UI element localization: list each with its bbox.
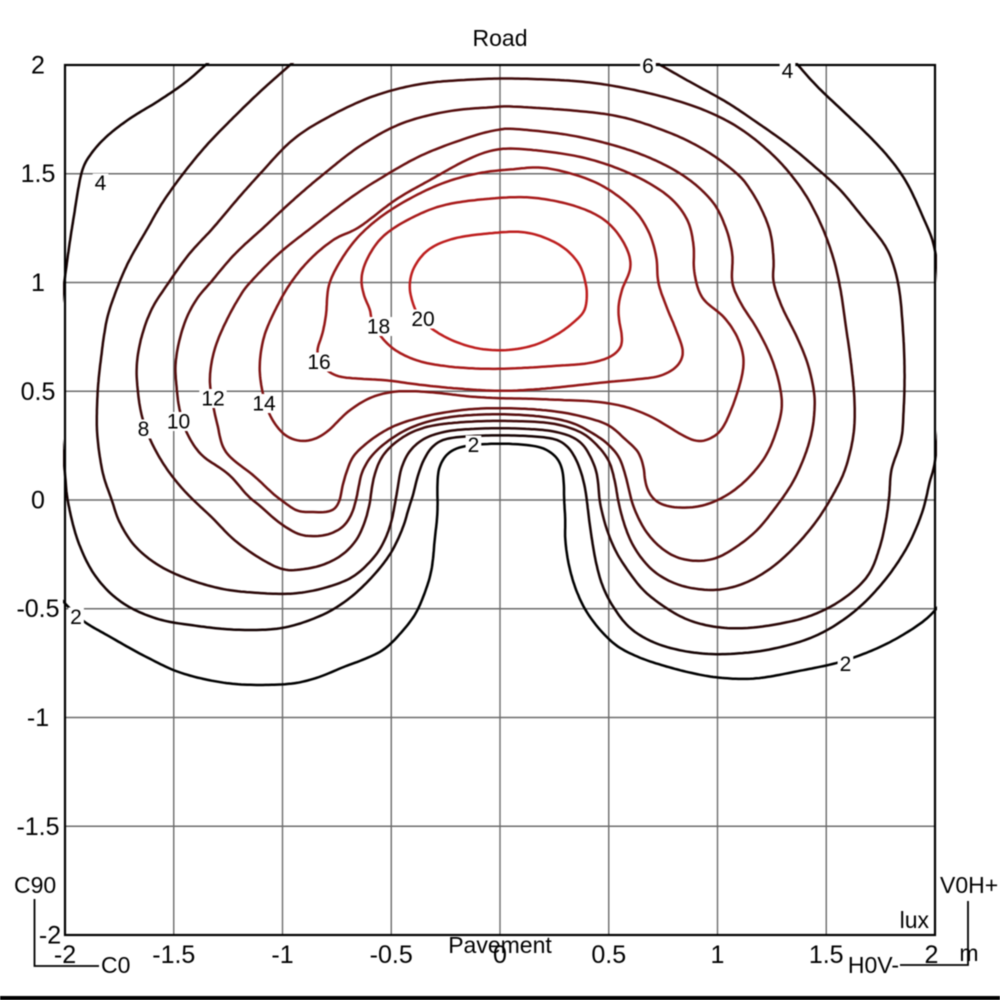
- svg-text:2: 2: [70, 606, 82, 629]
- svg-text:6: 6: [642, 55, 654, 78]
- svg-text:2: 2: [468, 434, 480, 457]
- svg-text:1: 1: [711, 941, 725, 969]
- svg-text:12: 12: [201, 388, 224, 411]
- svg-text:-0.5: -0.5: [16, 595, 59, 623]
- svg-text:-2: -2: [54, 941, 76, 969]
- svg-text:14: 14: [252, 393, 276, 416]
- svg-text:-1.5: -1.5: [152, 941, 195, 969]
- svg-text:V0H+: V0H+: [940, 872, 998, 898]
- svg-text:-1: -1: [27, 704, 49, 732]
- svg-text:C90: C90: [14, 872, 56, 898]
- svg-text:-2: -2: [39, 922, 61, 950]
- svg-text:lux: lux: [900, 907, 930, 933]
- svg-text:2: 2: [31, 52, 45, 80]
- svg-text:0: 0: [493, 941, 507, 969]
- svg-text:1.5: 1.5: [809, 941, 844, 969]
- svg-text:8: 8: [138, 418, 150, 441]
- svg-text:C0: C0: [101, 952, 130, 978]
- svg-text:16: 16: [307, 351, 330, 374]
- svg-text:0.5: 0.5: [21, 378, 56, 406]
- svg-text:Road: Road: [473, 25, 528, 51]
- svg-text:10: 10: [167, 411, 190, 434]
- svg-text:0.5: 0.5: [591, 941, 626, 969]
- svg-text:-1: -1: [271, 941, 293, 969]
- svg-text:-0.5: -0.5: [370, 941, 413, 969]
- svg-text:4: 4: [95, 172, 107, 195]
- svg-text:1: 1: [31, 269, 45, 297]
- svg-text:-1.5: -1.5: [16, 813, 59, 841]
- svg-text:1.5: 1.5: [21, 160, 56, 188]
- svg-text:0: 0: [31, 487, 45, 515]
- svg-text:4: 4: [782, 60, 794, 83]
- svg-text:2: 2: [840, 653, 852, 676]
- svg-text:2: 2: [925, 941, 939, 969]
- svg-text:18: 18: [367, 316, 390, 339]
- svg-text:20: 20: [411, 308, 434, 331]
- svg-text:Pavement: Pavement: [448, 932, 552, 958]
- svg-text:m: m: [959, 940, 978, 966]
- svg-text:H0V-: H0V-: [848, 952, 899, 978]
